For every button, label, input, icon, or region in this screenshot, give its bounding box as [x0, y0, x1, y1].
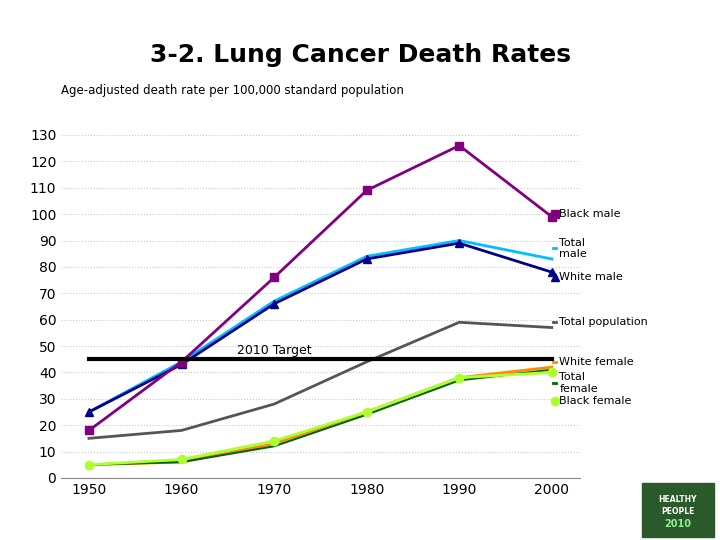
Text: White male: White male	[559, 273, 623, 282]
Text: Notes: Data are age adjusted to the 2000 standard population.
Source: National V: Notes: Data are age adjusted to the 2000…	[9, 500, 361, 524]
Text: 2010 Target: 2010 Target	[237, 344, 312, 357]
Text: HEALTHY: HEALTHY	[658, 495, 697, 504]
Text: PEOPLE: PEOPLE	[661, 507, 694, 516]
Text: Black male: Black male	[559, 209, 621, 219]
Text: Total
male: Total male	[559, 238, 587, 259]
Text: 2010: 2010	[664, 519, 691, 529]
Bar	[642, 483, 714, 537]
Text: 3-2. Lung Cancer Death Rates: 3-2. Lung Cancer Death Rates	[150, 43, 570, 67]
Text: Total
female: Total female	[559, 372, 598, 394]
Text: Black female: Black female	[559, 396, 631, 407]
Text: Age-adjusted death rate per 100,000 standard population: Age-adjusted death rate per 100,000 stan…	[61, 84, 404, 97]
Text: White female: White female	[559, 357, 634, 367]
Text: Total population: Total population	[559, 318, 648, 327]
